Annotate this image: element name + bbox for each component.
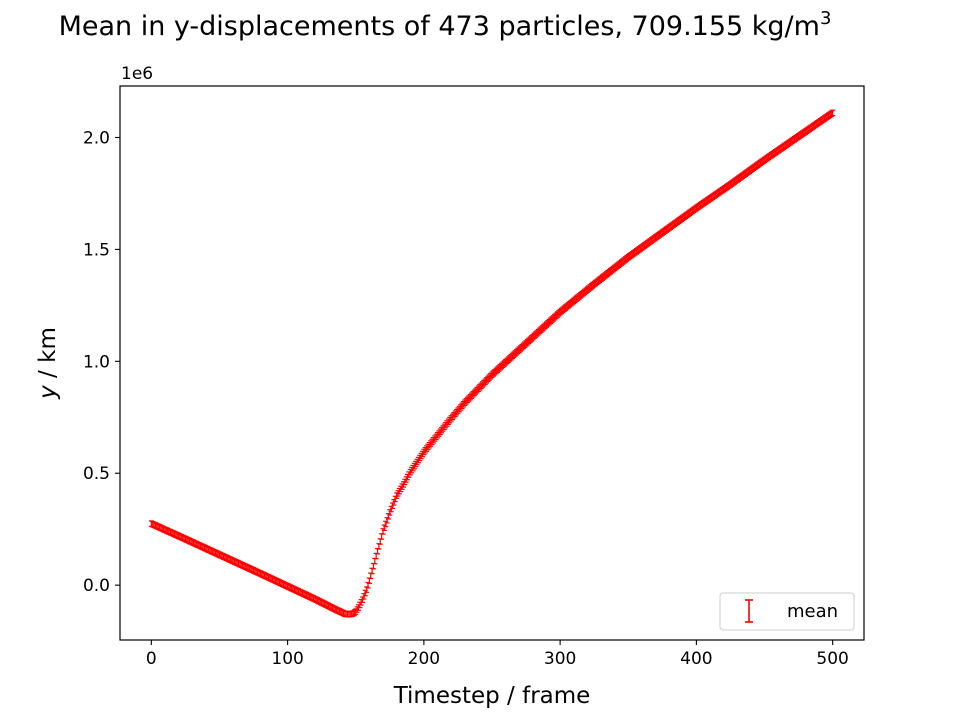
chart-title-superscript: 3 [820,8,831,29]
legend-label-mean: mean [787,601,838,622]
y-tick-label: 0.0 [83,576,110,596]
legend-marker-errorbar [745,599,753,623]
y-tick-label: 0.5 [83,464,110,484]
x-axis-ticks: 0 100 200 300 400 500 [146,640,849,669]
y-tick-label: 2.0 [83,128,110,148]
y-tick-label: 1.5 [83,240,110,260]
x-tick-label: 400 [680,649,712,669]
legend: mean [719,592,855,631]
chart-title: Mean in y-displacements of 473 particles… [59,8,832,42]
y-tick-label: 1.0 [83,352,110,372]
data-layer [148,109,836,618]
x-tick-label: 0 [146,649,157,669]
y-axis-offset-text: 1e6 [121,64,153,84]
y-axis-ticks: 0.0 0.5 1.0 1.5 2.0 [83,128,120,596]
x-tick-label: 100 [271,649,303,669]
plot-frame [119,85,865,641]
chart-title-main: Mean in y-displacements of 473 particles… [59,11,820,42]
y-axis-label: y / km [35,327,61,400]
x-tick-label: 200 [408,649,440,669]
y-axis-label-italic: y [35,385,61,400]
y-axis-label-rest: / km [35,327,61,385]
x-tick-label: 500 [816,649,848,669]
x-tick-label: 300 [544,649,576,669]
x-axis-label: Timestep / frame [393,683,591,709]
legend-box [719,592,855,631]
errorbar-point [830,109,836,117]
